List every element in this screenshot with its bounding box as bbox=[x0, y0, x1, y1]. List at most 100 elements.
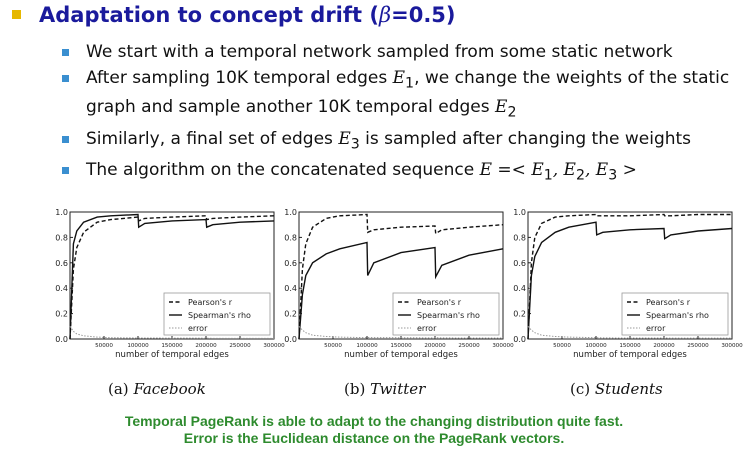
chart-svg: 0.0 0.2 0.4 0.6 0.8 1.0 50000 100000 150000 20000… bbox=[284, 208, 514, 360]
legend-label: error bbox=[188, 324, 208, 333]
caption-label: (b) bbox=[344, 380, 366, 398]
math-symbol: > bbox=[617, 160, 637, 181]
legend-label: Spearman's rho bbox=[417, 311, 480, 320]
series-line-dotted bbox=[69, 326, 274, 339]
slide-title: Adaptation to concept drift (β=0.5) bbox=[12, 3, 456, 27]
caption-label: (a) bbox=[108, 380, 129, 398]
math-symbol: E bbox=[338, 128, 351, 149]
caption-twitter: (b) Twitter bbox=[344, 380, 425, 398]
math-symbol: , E bbox=[552, 160, 576, 181]
bullet-square-icon bbox=[62, 135, 69, 143]
bullet-text: After sampling 10K temporal edges bbox=[86, 68, 393, 88]
math-subscript: 3 bbox=[608, 167, 618, 184]
math-subscript: 1 bbox=[405, 75, 415, 92]
y-tick-label: 0.0 bbox=[55, 335, 68, 344]
chart-panel-facebook: 0.0 0.2 0.4 0.6 0.8 1.0 50000 100000 150000 20000… bbox=[48, 204, 286, 364]
x-tick-label: 150000 bbox=[161, 343, 183, 349]
y-tick-label: 0.8 bbox=[55, 233, 68, 242]
bullet-text: , we change the weights of the static gr… bbox=[86, 68, 730, 118]
legend-label: Spearman's rho bbox=[188, 311, 251, 320]
y-tick-label: 0.6 bbox=[284, 259, 297, 268]
y-tick-label: 0.2 bbox=[55, 310, 68, 319]
x-tick-label: 200000 bbox=[653, 343, 675, 349]
x-tick-label: 250000 bbox=[229, 343, 251, 349]
title-bullet-icon bbox=[12, 10, 21, 19]
bullet-square-icon bbox=[62, 167, 69, 175]
bullet-text: is sampled after changing the weights bbox=[359, 128, 692, 149]
bullet-text: The algorithm on the concatenated sequen… bbox=[86, 160, 480, 181]
bullet-item: We start with a temporal network sampled… bbox=[62, 40, 742, 64]
x-tick-label: 200000 bbox=[424, 343, 446, 349]
math-subscript: 1 bbox=[543, 167, 553, 184]
y-tick-label: 0.8 bbox=[513, 233, 526, 242]
x-tick-label: 250000 bbox=[687, 343, 709, 349]
bullet-text: Similarly, a final set of edges bbox=[86, 128, 339, 149]
x-tick-label: 50000 bbox=[553, 343, 571, 349]
bullet-text: We start with a temporal network sampled… bbox=[86, 42, 673, 62]
y-tick-label: 1.0 bbox=[284, 208, 297, 217]
caption-name: Twitter bbox=[370, 380, 426, 398]
series-line-dashed bbox=[527, 213, 732, 340]
caption-name: Students bbox=[594, 380, 663, 398]
math-symbol: E =< E bbox=[479, 160, 544, 181]
legend-label: error bbox=[646, 324, 666, 333]
legend-label: Pearson's r bbox=[417, 298, 462, 307]
x-tick-label: 100000 bbox=[356, 343, 378, 349]
bullet-item: The algorithm on the concatenated sequen… bbox=[62, 158, 742, 187]
x-tick-label: 300000 bbox=[263, 343, 285, 349]
caption-facebook: (a) Facebook bbox=[108, 380, 206, 398]
y-tick-label: 1.0 bbox=[513, 208, 526, 217]
caption-name: Facebook bbox=[133, 380, 206, 398]
y-tick-label: 0.8 bbox=[284, 233, 297, 242]
math-symbol: , E bbox=[584, 160, 609, 181]
caption-label: (c) bbox=[570, 380, 591, 398]
y-tick-label: 0.0 bbox=[513, 335, 526, 344]
series-line-solid bbox=[527, 221, 733, 340]
y-tick-label: 0.0 bbox=[284, 335, 297, 344]
legend-label: error bbox=[417, 324, 437, 333]
x-tick-label: 100000 bbox=[585, 343, 607, 349]
x-tick-label: 250000 bbox=[458, 343, 480, 349]
y-tick-label: 0.4 bbox=[513, 284, 526, 293]
math-symbol: E bbox=[392, 68, 406, 88]
x-tick-label: 300000 bbox=[492, 343, 514, 349]
y-tick-label: 0.2 bbox=[513, 310, 526, 319]
math-subscript: 3 bbox=[350, 136, 360, 153]
bullet-item: Similarly, a final set of edges E3 is sa… bbox=[62, 127, 742, 156]
series-line-solid bbox=[69, 213, 275, 340]
x-axis-label: number of temporal edges bbox=[344, 350, 458, 360]
series-line-solid bbox=[298, 241, 504, 340]
chart-panel-students: 0.0 0.2 0.4 0.6 0.8 1.0 50000 100000 150000 20000… bbox=[506, 204, 744, 364]
legend-label: Spearman's rho bbox=[646, 311, 709, 320]
footer-line-1: Temporal PageRank is able to adapt to th… bbox=[124, 413, 624, 429]
y-tick-label: 0.6 bbox=[55, 259, 68, 268]
x-tick-label: 50000 bbox=[324, 343, 342, 349]
y-tick-label: 1.0 bbox=[55, 208, 68, 217]
x-tick-label: 200000 bbox=[195, 343, 217, 349]
caption-students: (c) Students bbox=[570, 380, 663, 398]
bullet-list: We start with a temporal network sampled… bbox=[62, 40, 742, 190]
chart-svg: 0.0 0.2 0.4 0.6 0.8 1.0 50000 100000 150000 20000… bbox=[513, 208, 743, 360]
x-tick-label: 150000 bbox=[390, 343, 412, 349]
bullet-square-icon bbox=[62, 75, 69, 82]
math-subscript: 2 bbox=[575, 167, 585, 184]
y-tick-label: 0.6 bbox=[513, 259, 526, 268]
series-line-dashed bbox=[298, 213, 504, 340]
x-tick-label: 100000 bbox=[127, 343, 149, 349]
title-text: Adaptation to concept drift ( bbox=[39, 3, 379, 27]
math-subscript: 2 bbox=[507, 104, 517, 121]
bullet-item: After sampling 10K temporal edges E1, we… bbox=[62, 66, 742, 125]
title-beta-value: =0.5) bbox=[391, 3, 456, 27]
x-axis-label: number of temporal edges bbox=[115, 350, 229, 360]
x-tick-label: 150000 bbox=[619, 343, 641, 349]
y-tick-label: 0.4 bbox=[55, 284, 68, 293]
x-tick-label: 300000 bbox=[721, 343, 743, 349]
math-symbol: E bbox=[495, 97, 508, 118]
y-tick-label: 0.4 bbox=[284, 284, 297, 293]
title-beta: β bbox=[378, 3, 392, 27]
y-tick-label: 0.2 bbox=[284, 310, 297, 319]
bullet-square-icon bbox=[62, 49, 69, 56]
footer-line-2: Error is the Euclidean distance on the P… bbox=[183, 430, 565, 446]
chart-svg: 0.0 0.2 0.4 0.6 0.8 1.0 50000 100000 150000 20000… bbox=[55, 208, 285, 360]
x-axis-label: number of temporal edges bbox=[573, 350, 687, 360]
